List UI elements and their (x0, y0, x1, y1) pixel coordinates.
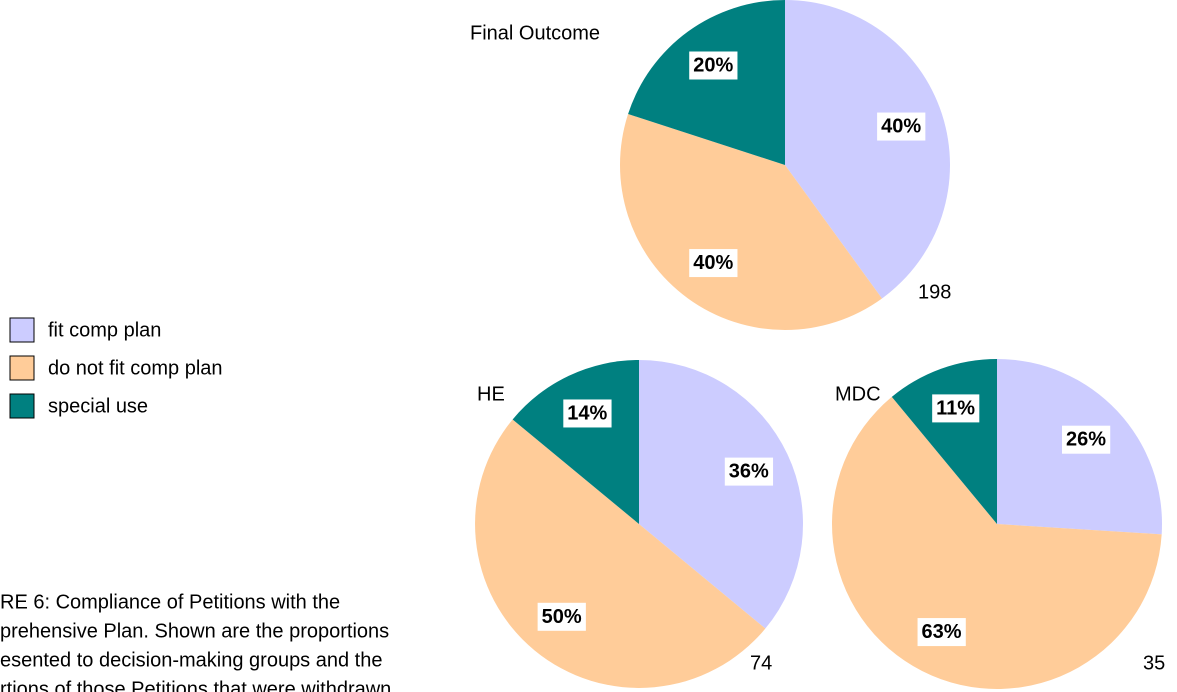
label-box (689, 51, 738, 80)
legend-label: do not fit comp plan (48, 357, 223, 379)
label-box (724, 457, 774, 486)
caption-line: rtions of those Petitions that were with… (0, 678, 391, 692)
label-box (877, 112, 926, 141)
label-box (689, 249, 738, 278)
pie-total: 35 (1143, 652, 1165, 674)
data-label: 40% (881, 116, 921, 138)
pie-total: 198 (918, 281, 951, 303)
pie-title: MDC (835, 383, 881, 405)
legend-label: special use (48, 395, 148, 417)
caption-line: esented to decision-making groups and th… (0, 649, 382, 671)
pie-title: Final Outcome (470, 22, 600, 44)
label-box (932, 394, 980, 423)
label-box (1061, 425, 1111, 454)
data-label: 14% (567, 402, 607, 424)
data-label: 11% (936, 397, 975, 419)
data-label: 20% (693, 55, 733, 77)
legend-swatch (9, 317, 35, 343)
legend-label: fit comp plan (48, 319, 161, 341)
pie-title: HE (477, 383, 505, 405)
data-label: 26% (1066, 429, 1106, 451)
data-label: 63% (922, 621, 962, 643)
data-label: 36% (729, 461, 769, 483)
pie-slice (639, 360, 803, 629)
caption-line: RE 6: Compliance of Petitions with the (0, 591, 340, 613)
pie-total: 74 (750, 652, 772, 674)
data-label: 50% (542, 606, 582, 628)
data-label: 40% (693, 252, 733, 274)
label-box (917, 618, 966, 647)
label-box (537, 602, 586, 631)
pie-slice (620, 114, 882, 330)
label-box (563, 399, 612, 428)
legend-swatch (9, 393, 35, 419)
caption-line: prehensive Plan. Shown are the proportio… (0, 620, 389, 642)
pie-slice (785, 0, 950, 299)
pie-slice (832, 396, 1162, 689)
legend-swatch (9, 355, 35, 381)
pie-slice (628, 0, 785, 165)
